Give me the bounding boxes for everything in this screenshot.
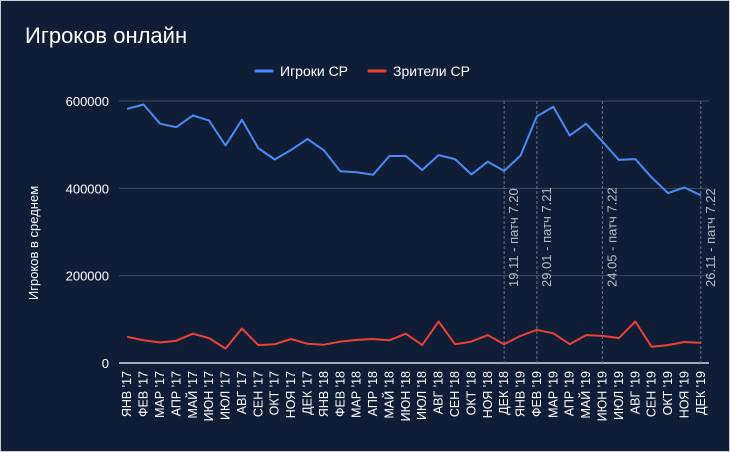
x-tick-label: ИЮЛ '17	[219, 371, 233, 420]
x-tick-label: МАР '18	[350, 371, 364, 418]
annotation-label: 29.01 - патч 7.21	[539, 187, 554, 287]
x-tick-label: СЕН '17	[251, 371, 265, 417]
annotation-label: 19.11 - патч 7.20	[506, 188, 521, 287]
x-tick-label: ИЮЛ '19	[612, 371, 626, 420]
legend: Игроки CP Зрители CP	[254, 63, 470, 79]
x-tick-label: ЯНВ '18	[317, 371, 331, 417]
chart-title: Игроков онлайн	[25, 23, 188, 48]
x-tick-label: ОКТ '19	[661, 371, 675, 415]
y-tick-label: 400000	[66, 181, 109, 196]
x-tick-label: МАР '17	[153, 371, 167, 418]
x-tick-label: ИЮН '17	[202, 371, 216, 421]
series-line-2	[126, 320, 701, 350]
x-tick-label: АВГ '19	[628, 371, 642, 414]
annotation-label: 26.11 - патч 7.22	[703, 188, 718, 287]
x-tick-label: ИЮН '18	[399, 371, 413, 421]
x-tick-label: ФЕВ '17	[137, 371, 151, 417]
x-tick-label: НОЯ '17	[284, 371, 298, 418]
x-tick-label: ОКТ '18	[464, 371, 478, 415]
x-tick-label: ЯНВ '17	[120, 371, 134, 417]
x-tick-label: АВГ '17	[235, 371, 249, 414]
series-line-1	[126, 103, 702, 197]
x-tick-label: ИЮЛ '18	[415, 371, 429, 420]
x-tick-label: ЯНВ '19	[514, 371, 528, 417]
x-tick-label: ДЕК '17	[300, 371, 314, 415]
y-axis-ticks: 0 200000 400000 600000	[66, 94, 109, 371]
x-tick-label: НОЯ '18	[481, 371, 495, 418]
legend-entry: Зрители CP	[393, 63, 470, 79]
series-lines	[126, 103, 702, 350]
grid-lines	[119, 100, 709, 364]
annotation-lines: 19.11 - патч 7.20 29.01 - патч 7.21 24.05 …	[503, 101, 718, 363]
y-tick-label: 0	[102, 356, 109, 371]
y-axis-label: Игроков в среднем	[26, 186, 41, 300]
y-tick-label: 600000	[66, 94, 109, 109]
x-tick-label: ФЕВ '19	[530, 371, 544, 417]
x-tick-label: МАЙ '19	[578, 371, 593, 419]
x-tick-label: ДЕК '19	[694, 371, 708, 415]
legend-entry: Игроки CP	[280, 63, 348, 79]
x-tick-label: НОЯ '19	[677, 371, 691, 418]
x-tick-label: ИЮН '19	[595, 371, 609, 421]
x-tick-label: АПР '18	[366, 371, 380, 416]
x-tick-label: СЕН '18	[448, 371, 462, 417]
x-tick-label: ДЕК '18	[497, 371, 511, 415]
x-tick-label: АВГ '18	[432, 371, 446, 414]
x-tick-label: АПР '19	[563, 371, 577, 416]
x-tick-label: СЕН '19	[645, 371, 659, 417]
annotation-label: 24.05 - патч 7.22	[604, 187, 619, 287]
x-tick-label: МАЙ '17	[185, 371, 200, 419]
x-tick-label: АПР '17	[169, 371, 183, 416]
x-tick-label: МАЙ '18	[381, 371, 396, 419]
x-tick-label: МАР '19	[546, 371, 560, 418]
x-tick-label: ФЕВ '18	[333, 371, 347, 417]
y-tick-label: 200000	[66, 269, 109, 284]
x-axis-ticks: ЯНВ '17 ФЕВ '17 МАР '17 АПР '17 МАЙ '17 ИЮН '…	[120, 371, 708, 421]
x-tick-label: ОКТ '17	[268, 371, 282, 415]
